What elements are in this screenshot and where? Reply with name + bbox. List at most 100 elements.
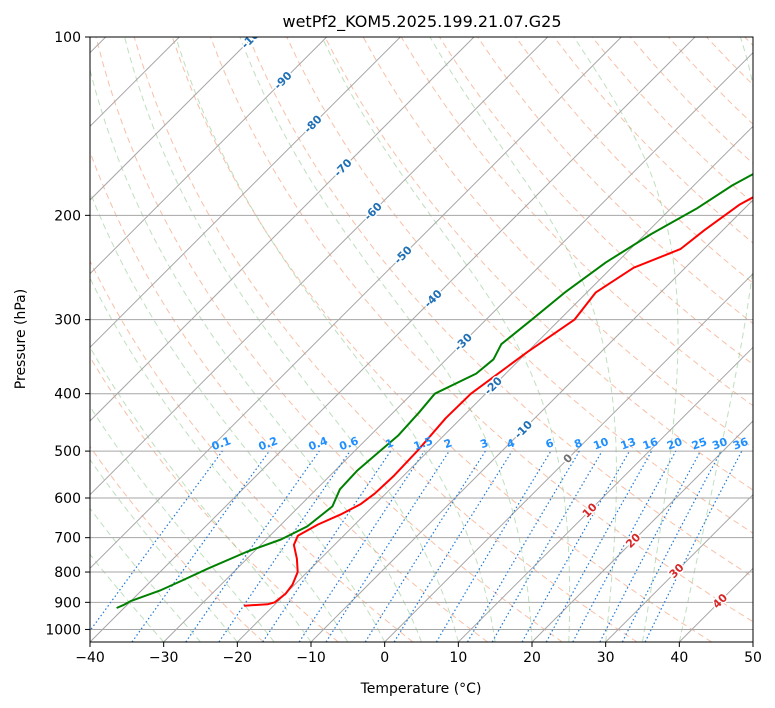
dry-adiabat-line — [248, 37, 753, 578]
moist-adiabat-line — [573, 37, 679, 642]
x-tick-label: 0 — [380, 650, 389, 666]
mixing-ratio-label: 1.5 — [412, 434, 435, 453]
plot-area: -100-90-80-70-60-50-40-30-20-10010203040… — [90, 37, 753, 642]
x-axis: −40 −30 −20 −10 0 10 20 30 40 50 — [75, 642, 762, 666]
isotherm-line — [384, 272, 753, 642]
y-tick-label: 600 — [54, 491, 81, 507]
isotherm-line — [90, 37, 401, 349]
mixing-ratio-line — [298, 450, 425, 642]
isotherm-line — [236, 125, 753, 642]
dry-adiabat-line — [95, 37, 563, 642]
y-tick-label: 1000 — [45, 622, 81, 638]
isotherm-line — [90, 37, 696, 642]
y-tick-label: 200 — [54, 208, 81, 224]
mixing-ratio-label: 6 — [544, 436, 556, 451]
y-tick-label: 100 — [54, 30, 81, 46]
mixing-ratio-label: 30 — [710, 435, 729, 453]
profile-line-1 — [244, 196, 753, 607]
dry-adiabat-line — [133, 37, 638, 642]
mixing-ratio-label: 0.6 — [338, 434, 361, 453]
moist-adiabat-line — [90, 458, 238, 642]
moist-adiabat-line — [90, 190, 386, 642]
x-tick-label: 40 — [670, 650, 688, 666]
moist-adiabat-line — [429, 37, 617, 642]
y-axis-label: Pressure (hPa) — [13, 289, 29, 389]
moist-adiabat-line — [678, 37, 753, 642]
isotherms — [90, 37, 753, 642]
moist-adiabats — [90, 37, 753, 642]
isobars — [90, 37, 753, 630]
moist-adiabat-line — [90, 67, 422, 642]
plot-frame — [89, 36, 754, 643]
isotherm-line — [310, 199, 753, 642]
profile-series — [116, 172, 753, 609]
mixing-ratio-line — [90, 450, 223, 632]
isotherm-line — [457, 346, 753, 642]
x-tick-label: 50 — [744, 650, 762, 666]
dry-adiabats — [90, 37, 753, 642]
mixing-ratio-label: 10 — [592, 435, 611, 453]
moist-adiabat-line — [90, 405, 275, 642]
dry-adiabat-line — [324, 37, 753, 491]
y-tick-label: 400 — [54, 387, 81, 403]
mixing-ratio-label: 8 — [572, 436, 584, 451]
y-axis: 1000 900 800 700 600 500 400 300 200 100 — [45, 30, 90, 638]
y-tick-label: 800 — [54, 565, 81, 581]
profile-line-2 — [116, 172, 753, 609]
mixing-ratio-label: 3 — [478, 436, 490, 451]
y-tick-label: 500 — [54, 444, 81, 460]
x-tick-label: −40 — [75, 650, 105, 666]
isotherm-line — [90, 37, 475, 422]
mixing-ratio-label: 16 — [641, 435, 660, 453]
isotherm-line — [90, 37, 328, 275]
mixing-ratio-line — [325, 450, 450, 642]
x-tick-label: 10 — [449, 650, 467, 666]
mixing-ratio-label: 20 — [665, 435, 684, 453]
mixing-ratio-line — [218, 450, 351, 642]
dry-adiabat-line — [90, 356, 339, 642]
mixing-ratio-label: 0.2 — [257, 434, 280, 453]
y-tick-label: 900 — [54, 595, 81, 611]
mixing-ratio-line — [393, 450, 513, 642]
isotherm-line — [531, 420, 753, 642]
y-tick-label: 700 — [54, 531, 81, 547]
isotherm-line — [90, 37, 622, 570]
mixing-ratio-line — [131, 450, 270, 642]
dry-adiabat-line — [210, 37, 753, 623]
x-tick-label: −30 — [149, 650, 179, 666]
isotherm-line — [163, 51, 753, 642]
moist-adiabat-line — [90, 507, 201, 642]
dry-adiabat-line — [515, 37, 753, 284]
mixing-ratio-line — [545, 450, 653, 642]
moist-adiabat-line — [321, 37, 571, 642]
x-tick-label: −10 — [296, 650, 326, 666]
y-tick-label: 300 — [54, 313, 81, 329]
dry-adiabat-line — [90, 445, 264, 642]
x-tick-label: −20 — [223, 650, 253, 666]
isotherm-line — [90, 37, 254, 201]
mixing-ratio-line — [262, 450, 392, 642]
mixing-ratio-lines — [90, 450, 743, 642]
moist-adiabat-line — [90, 553, 165, 642]
moist-adiabat-line — [175, 37, 496, 642]
isotherm-line — [605, 493, 753, 642]
mixing-ratio-line — [185, 450, 320, 642]
mixing-ratio-line — [644, 450, 743, 642]
mixing-ratio-label: 2 — [442, 436, 454, 451]
mixing-ratio-label: 0.1 — [210, 434, 233, 453]
chart-title: wetPf2_KOM5.2025.199.21.07.G25 — [282, 12, 561, 32]
dry-adiabat-line — [90, 259, 414, 642]
moist-adiabat-line — [239, 37, 533, 642]
x-tick-label: 30 — [597, 650, 615, 666]
dry-adiabat-line — [286, 37, 753, 534]
mixing-ratio-line — [521, 450, 631, 642]
mixing-ratio-line — [572, 450, 677, 642]
mixing-ratio-label: 0.4 — [307, 434, 330, 453]
mixing-ratio-label: 36 — [731, 435, 750, 453]
mixing-ratio-label: 4 — [505, 436, 517, 451]
moist-adiabat-line — [90, 277, 349, 642]
mixing-ratio-labels: 0.1 0.2 0.4 0.6 1 1.5 2 3 4 6 8 10 13 16 20 25 30 36 — [210, 434, 750, 453]
isotherm-line — [90, 37, 549, 496]
